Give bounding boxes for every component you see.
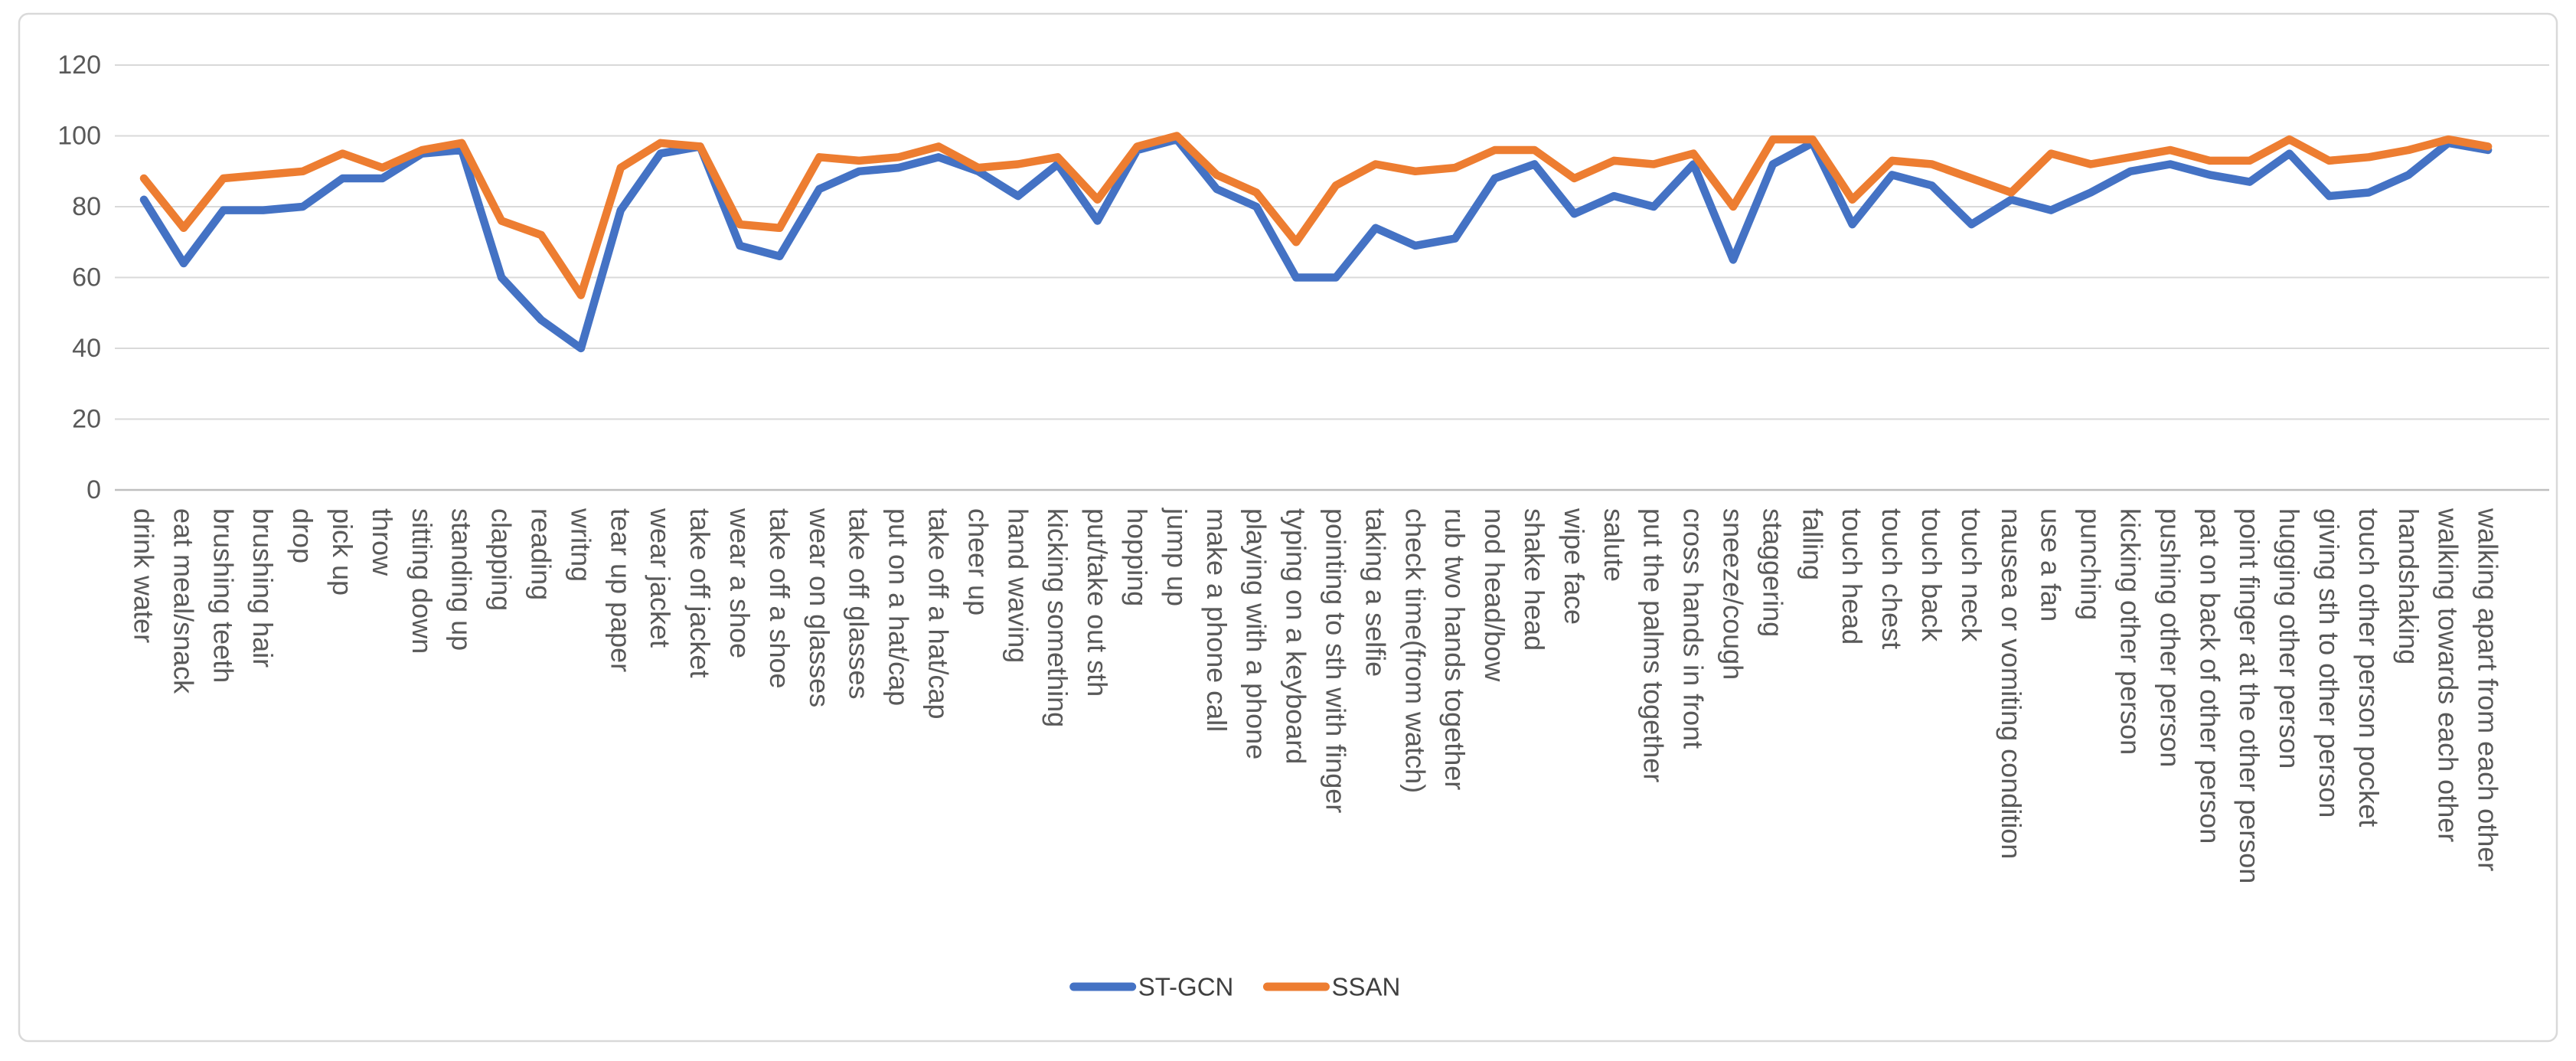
category-label: wipe face <box>1559 508 1590 625</box>
category-label: standing up <box>446 508 478 651</box>
category-label: sneeze/cough <box>1718 508 1749 680</box>
category-label: eat meal/snack <box>168 508 199 694</box>
category-label: throw <box>367 508 398 576</box>
category-label: punching <box>2075 508 2107 620</box>
y-axis-tick-label: 100 <box>57 122 101 151</box>
category-label: pointing to sth with finger <box>1321 508 1352 813</box>
category-label: brushing hair <box>247 508 279 668</box>
category-label: pat on back of other person <box>2194 508 2225 844</box>
category-label: touch other person pocket <box>2353 508 2385 827</box>
category-label: wear jacket <box>645 508 676 648</box>
category-label: take off glasses <box>844 508 875 700</box>
category-label: hopping <box>1121 508 1153 606</box>
category-label: clapping <box>486 508 517 611</box>
y-axis-tick-label: 0 <box>87 475 101 504</box>
category-label: kicking other person <box>2115 508 2147 755</box>
category-label: reading <box>526 508 557 600</box>
y-axis-tick-label: 80 <box>72 192 101 221</box>
category-label: cheer up <box>962 508 994 615</box>
category-label: check time(from watch) <box>1399 508 1431 793</box>
category-label: handshaking <box>2393 508 2424 664</box>
category-label: kicking something <box>1042 508 1073 727</box>
y-axis-tick-label: 20 <box>72 405 101 434</box>
series-line-st-gcn <box>139 135 2493 353</box>
category-label: taking a selfie <box>1360 508 1391 677</box>
category-label: brushing teeth <box>207 508 239 683</box>
category-label: hugging other person <box>2274 508 2305 769</box>
category-label: nod head/bow <box>1479 508 1510 682</box>
category-label: writng <box>565 508 596 582</box>
category-label: make a phone call <box>1201 508 1232 732</box>
category-label: staggering <box>1757 508 1788 637</box>
category-label: tear up paper <box>605 508 636 672</box>
category-label: touch back <box>1916 508 1948 642</box>
category-label: rub two hands together <box>1439 508 1471 790</box>
category-label: drop <box>287 508 318 563</box>
category-label: touch neck <box>1956 508 1987 642</box>
category-label: walking apart from each other <box>2473 508 2504 871</box>
category-label: put the palms together <box>1638 508 1670 782</box>
y-axis-tick-label: 60 <box>72 263 101 292</box>
category-label: wear a shoe <box>724 508 756 658</box>
legend-label: SSAN <box>1331 973 1400 1001</box>
category-label: typing on a keyboard <box>1281 508 1312 764</box>
category-label: salute <box>1598 508 1630 582</box>
category-label: take off a hat/cap <box>923 508 955 720</box>
legend-label: ST-GCN <box>1138 973 1234 1001</box>
category-label: pushing other person <box>2154 508 2186 767</box>
category-label: take off a shoe <box>764 508 795 689</box>
category-label: shake head <box>1519 508 1550 651</box>
category-label: drink water <box>129 508 160 643</box>
category-label: nausea or vomiting condition <box>1996 508 2027 859</box>
category-label: touch head <box>1837 508 1868 645</box>
category-label: put on a hat/cap <box>883 508 915 706</box>
category-label: giving sth to other person <box>2313 508 2345 818</box>
category-label: sitting down <box>406 508 438 654</box>
y-axis-tick-label: 40 <box>72 334 101 363</box>
category-label: walking towards each other <box>2433 508 2464 842</box>
category-label: point finger at the other person <box>2234 508 2265 883</box>
y-axis-tick-label: 120 <box>57 51 101 80</box>
category-label: falling <box>1797 508 1828 580</box>
category-label: pick up <box>327 508 358 596</box>
category-label: playing with a phone <box>1241 508 1272 759</box>
category-label: use a fan <box>2036 508 2067 622</box>
chart-border <box>18 12 2558 1043</box>
category-label: hand waving <box>1002 508 1033 663</box>
series-line-ssan <box>139 132 2493 299</box>
category-label: jump up <box>1161 508 1193 606</box>
category-label: touch chest <box>1876 508 1908 649</box>
category-label: take off jacket <box>684 508 716 677</box>
category-label: put/take out sth <box>1082 508 1113 697</box>
category-label: wear on glasses <box>804 508 835 707</box>
category-label: cross hands in front <box>1678 508 1709 749</box>
